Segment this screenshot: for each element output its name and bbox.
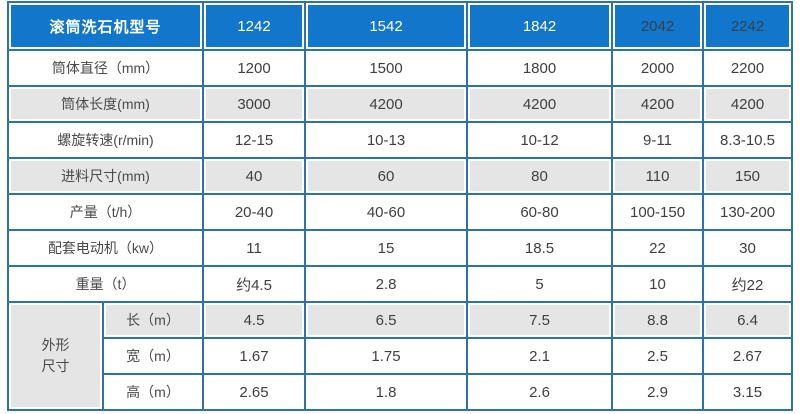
- spec-cell: 18.5: [468, 231, 612, 265]
- spec-cell: 4200: [306, 87, 467, 121]
- header-model: 1242: [204, 3, 305, 49]
- spec-cell: 1.75: [306, 339, 467, 373]
- spec-cell: 2.67: [704, 339, 792, 373]
- spec-cell: 110: [613, 159, 703, 193]
- spec-cell: 12-15: [204, 123, 305, 157]
- spec-cell: 130-200: [704, 195, 792, 229]
- spec-cell: 2.6: [468, 375, 612, 409]
- spec-cell: 9-11: [613, 123, 703, 157]
- spec-cell: 100-150: [613, 195, 703, 229]
- spec-cell: 2.8: [306, 267, 467, 301]
- spec-cell: 60-80: [468, 195, 612, 229]
- spec-cell: 11: [204, 231, 305, 265]
- spec-cell: 1500: [306, 51, 467, 85]
- spec-cell: 约22: [704, 267, 792, 301]
- dim-row-length: 外形 尺寸 长（m） 4.5 6.5 7.5 8.8 6.4: [9, 303, 792, 409]
- spec-cell: 2.65: [204, 375, 305, 409]
- spec-cell: 2000: [613, 51, 703, 85]
- spec-cell: 2.1: [468, 339, 612, 373]
- header-row: 滚筒洗石机型号 1242 1542 1842 2042 2242: [9, 3, 792, 49]
- spec-cell: 3000: [204, 87, 305, 121]
- row-label: 进料尺寸(mm): [9, 159, 203, 193]
- spec-cell: 22: [613, 231, 703, 265]
- row-label: 筒体长度(mm): [9, 87, 203, 121]
- spec-cell: 7.5: [468, 303, 612, 337]
- row-label: 产量（t/h）: [9, 195, 203, 229]
- spec-cell: 4.5: [204, 303, 305, 337]
- spec-cell: 1.67: [204, 339, 305, 373]
- spec-cell: 4200: [613, 87, 703, 121]
- spec-cell: 150: [704, 159, 792, 193]
- row-label: 筒体直径（mm）: [9, 51, 203, 85]
- spec-row-weight: 重量（t） 约4.5 2.8 5 10 约22: [9, 267, 792, 301]
- header-model: 2242: [704, 3, 792, 49]
- spec-cell: 4200: [704, 87, 792, 121]
- dim-row-width: 宽（m） 1.67 1.75 2.1 2.5 2.67: [9, 339, 792, 373]
- spec-cell: 1200: [204, 51, 305, 85]
- spec-table: 滚筒洗石机型号 1242 1542 1842 2042 2242 筒体直径（mm…: [7, 1, 794, 411]
- spec-cell: 6.5: [306, 303, 467, 337]
- spec-cell: 10-12: [468, 123, 612, 157]
- spec-row-speed: 螺旋转速(r/min) 12-15 10-13 10-12 9-11 8.3-1…: [9, 123, 792, 157]
- header-model: 2042: [613, 3, 703, 49]
- spec-cell: 2.5: [613, 339, 703, 373]
- row-label: 配套电动机（kw）: [9, 231, 203, 265]
- spec-cell: 约4.5: [204, 267, 305, 301]
- spec-cell: 80: [468, 159, 612, 193]
- spec-cell: 20-40: [204, 195, 305, 229]
- spec-cell: 4200: [468, 87, 612, 121]
- spec-cell: 3.15: [704, 375, 792, 409]
- spec-row-capacity: 产量（t/h） 20-40 40-60 60-80 100-150 130-20…: [9, 195, 792, 229]
- spec-cell: 1800: [468, 51, 612, 85]
- dim-row-label: 宽（m）: [104, 339, 203, 373]
- table-header-label: 滚筒洗石机型号: [9, 3, 203, 49]
- spec-row-length: 筒体长度(mm) 3000 4200 4200 4200 4200: [9, 87, 792, 121]
- spec-cell: 2.9: [613, 375, 703, 409]
- spec-cell: 10-13: [306, 123, 467, 157]
- spec-cell: 1.8: [306, 375, 467, 409]
- dim-row-label: 长（m）: [104, 303, 203, 337]
- row-label: 螺旋转速(r/min): [9, 123, 203, 157]
- spec-cell: 15: [306, 231, 467, 265]
- dim-row-label: 高（m）: [104, 375, 203, 409]
- spec-row-feed-size: 进料尺寸(mm) 40 60 80 110 150: [9, 159, 792, 193]
- spec-cell: 10: [613, 267, 703, 301]
- spec-cell: 8.8: [613, 303, 703, 337]
- header-model: 1842: [468, 3, 612, 49]
- spec-cell: 30: [704, 231, 792, 265]
- dimension-group-label-line1: 外形: [41, 337, 70, 353]
- row-label: 重量（t）: [9, 267, 203, 301]
- spec-cell: 40: [204, 159, 305, 193]
- dimension-group-label-line2: 尺寸: [41, 358, 70, 374]
- dim-row-height: 高（m） 2.65 1.8 2.6 2.9 3.15: [9, 375, 792, 409]
- spec-cell: 8.3-10.5: [704, 123, 792, 157]
- spec-cell: 40-60: [306, 195, 467, 229]
- spec-cell: 5: [468, 267, 612, 301]
- spec-cell: 6.4: [704, 303, 792, 337]
- header-model: 1542: [306, 3, 467, 49]
- spec-cell: 2200: [704, 51, 792, 85]
- spec-row-motor: 配套电动机（kw） 11 15 18.5 22 30: [9, 231, 792, 265]
- spec-row-diameter: 筒体直径（mm） 1200 1500 1800 2000 2200: [9, 51, 792, 85]
- dimension-group-label: 外形 尺寸: [9, 303, 102, 409]
- spec-cell: 60: [306, 159, 467, 193]
